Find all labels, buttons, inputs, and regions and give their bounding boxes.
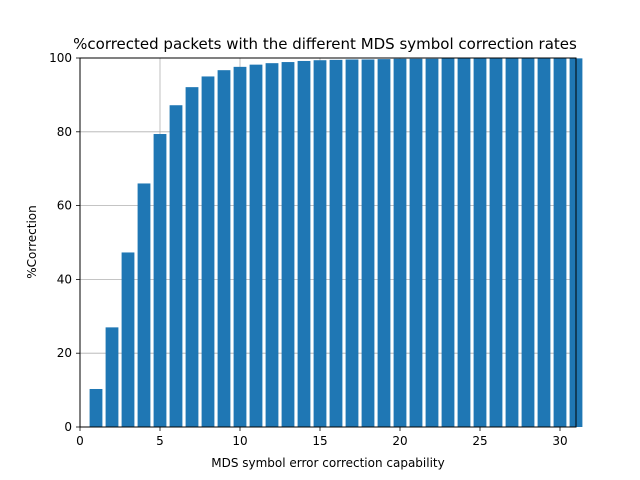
bar bbox=[185, 87, 199, 427]
bar bbox=[217, 70, 231, 427]
bar bbox=[377, 59, 391, 428]
bar bbox=[137, 183, 151, 427]
bar bbox=[281, 62, 295, 428]
x-tick-label: 15 bbox=[312, 434, 327, 448]
bar bbox=[345, 59, 359, 427]
y-axis: 0 20 40 60 80 100 bbox=[49, 51, 80, 434]
y-tick-label: 0 bbox=[64, 420, 72, 434]
y-tick-label: 60 bbox=[57, 199, 72, 213]
plot-frame bbox=[79, 57, 577, 428]
bar bbox=[553, 58, 567, 428]
bar bbox=[329, 59, 343, 427]
bar bbox=[153, 134, 167, 427]
bar bbox=[249, 64, 263, 427]
x-tick-label: 25 bbox=[472, 434, 487, 448]
x-tick-label: 20 bbox=[392, 434, 407, 448]
bar bbox=[169, 105, 183, 428]
bar bbox=[313, 60, 327, 428]
bar bbox=[489, 58, 503, 428]
y-tick-label: 20 bbox=[57, 346, 72, 360]
bar bbox=[201, 76, 215, 427]
x-tick-label: 0 bbox=[76, 434, 84, 448]
bar bbox=[473, 58, 487, 428]
y-axis-label: %Correction bbox=[25, 205, 39, 278]
chart-title: %corrected packets with the different MD… bbox=[73, 35, 577, 53]
bar bbox=[537, 58, 551, 428]
y-tick-label: 80 bbox=[57, 125, 72, 139]
bar bbox=[441, 58, 455, 428]
bar bbox=[233, 66, 247, 427]
bar bbox=[457, 58, 471, 428]
x-axis-label: MDS symbol error correction capability bbox=[211, 456, 445, 470]
bar bbox=[89, 388, 103, 427]
bar bbox=[121, 252, 135, 427]
x-tick-label: 5 bbox=[156, 434, 164, 448]
bar bbox=[521, 58, 535, 428]
bar bbox=[505, 58, 519, 428]
y-tick-label: 100 bbox=[49, 51, 72, 65]
bar bbox=[425, 58, 439, 427]
bars bbox=[89, 58, 583, 428]
bar bbox=[297, 60, 311, 428]
y-tick-label: 40 bbox=[57, 272, 72, 286]
bar bbox=[393, 58, 407, 427]
bar bbox=[409, 58, 423, 427]
x-axis: 0 5 10 15 20 25 30 bbox=[76, 427, 568, 448]
x-tick-label: 30 bbox=[552, 434, 567, 448]
bar bbox=[361, 59, 375, 427]
x-tick-label: 10 bbox=[232, 434, 247, 448]
bar bbox=[265, 63, 279, 427]
bar bbox=[105, 327, 119, 427]
